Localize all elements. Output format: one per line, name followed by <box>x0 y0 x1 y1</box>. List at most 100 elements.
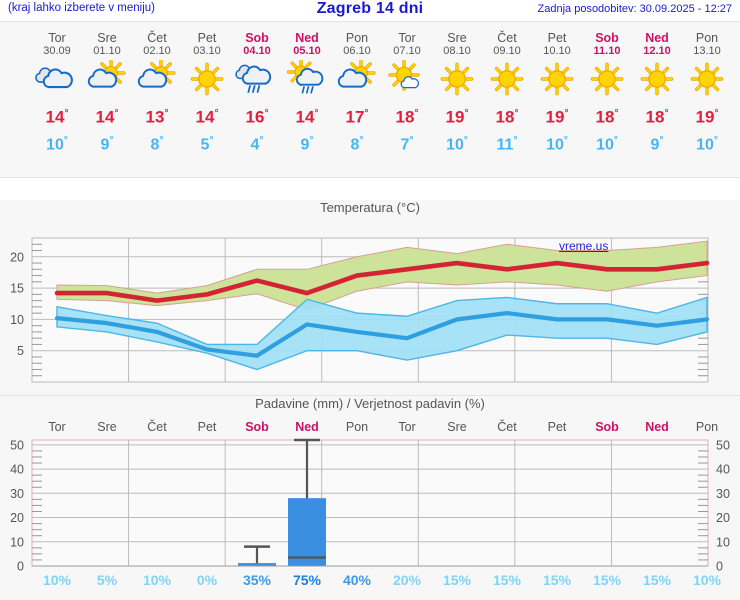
forecast-day-column[interactable]: Sre 01.10 14° 9° <box>82 22 132 156</box>
strip-divider <box>0 177 740 178</box>
precipitation-day-label: Tor <box>398 420 416 434</box>
precipitation-day-label: Sre <box>447 420 467 434</box>
precipitation-probability: 0% <box>196 572 218 588</box>
precipitation-day-label: Čet <box>147 420 167 434</box>
sunny-icon <box>682 58 732 102</box>
forecast-day-column[interactable]: Tor 07.10 18° 7° <box>382 22 432 156</box>
precipitation-probability: 15% <box>442 572 472 588</box>
precipitation-day-label: Ned <box>295 420 319 434</box>
partly-sunny-icon <box>82 58 132 102</box>
location-hint: (kraj lahko izberete v meniju) <box>8 2 156 14</box>
precipitation-probability: 10% <box>42 572 72 588</box>
temp-max: 17° <box>345 107 369 127</box>
precipitation-probability: 75% <box>292 572 322 588</box>
precipitation-day-label: Pet <box>547 420 567 434</box>
day-name: Sob <box>595 31 619 45</box>
day-date: 30.09 <box>43 45 71 57</box>
svg-text:50: 50 <box>10 438 24 452</box>
temp-max: 14° <box>95 107 119 127</box>
partly-sunny-icon <box>332 58 382 102</box>
partly-sunny-icon <box>132 58 182 102</box>
temp-min: 10° <box>596 134 618 153</box>
day-date: 09.10 <box>493 45 521 57</box>
svg-text:10: 10 <box>10 313 24 327</box>
svg-text:10: 10 <box>716 535 730 549</box>
precipitation-probability: 10% <box>692 572 722 588</box>
precipitation-probability: 35% <box>242 572 272 588</box>
precipitation-day-label: Sob <box>245 420 269 434</box>
forecast-day-column[interactable]: Čet 02.10 13° 8° <box>132 22 182 156</box>
forecast-day-column[interactable]: Ned 05.10 14° 9° <box>282 22 332 156</box>
precipitation-day-label: Čet <box>497 420 517 434</box>
last-update-text: Zadnja posodobitev: 30.09.2025 - 12:27 <box>537 3 732 15</box>
day-date: 03.10 <box>193 45 221 57</box>
forecast-day-column[interactable]: Pet 03.10 14° 5° <box>182 22 232 156</box>
temp-min: 10° <box>696 134 718 153</box>
temp-min: 11° <box>496 134 518 153</box>
svg-text:20: 20 <box>10 250 24 264</box>
svg-text:30: 30 <box>10 487 24 501</box>
forecast-day-column[interactable]: Sre 08.10 19° 10° <box>432 22 482 156</box>
day-date: 07.10 <box>393 45 421 57</box>
header-divider <box>0 21 740 22</box>
day-name: Sob <box>245 31 269 45</box>
svg-text:20: 20 <box>10 511 24 525</box>
day-name: Pon <box>695 31 719 45</box>
forecast-day-column[interactable]: Pon 13.10 19° 10° <box>682 22 732 156</box>
svg-text:40: 40 <box>10 463 24 477</box>
panel-divider <box>0 395 740 396</box>
daily-forecast-strip: Tor 30.09 14° 10° Sre 01.10 14° 9° Čet 02.10 13° 8°… <box>0 22 740 177</box>
forecast-day-column[interactable]: Pet 10.10 19° 10° <box>532 22 582 156</box>
sun-small-cloud-icon <box>382 58 432 102</box>
day-name: Čet <box>497 31 517 45</box>
forecast-day-column[interactable]: Sob 04.10 16° 4° <box>232 22 282 156</box>
day-date: 11.10 <box>593 45 621 57</box>
precipitation-probability: 15% <box>592 572 622 588</box>
day-date: 12.10 <box>643 45 671 57</box>
temp-max: 14° <box>195 107 219 127</box>
temperature-chart-panel: Temperatura (°C) 5 10 15 20 <box>0 200 740 395</box>
precipitation-day-label: Pet <box>197 420 217 434</box>
sunny-icon <box>482 58 532 102</box>
precipitation-probability: 15% <box>492 572 522 588</box>
day-date: 05.10 <box>293 45 321 57</box>
day-name: Sre <box>97 31 117 45</box>
cloudy-icon <box>32 58 82 102</box>
temp-min: 5° <box>200 134 214 153</box>
day-name: Čet <box>147 31 167 45</box>
forecast-day-column[interactable]: Sob 11.10 18° 10° <box>582 22 632 156</box>
forecast-day-column[interactable]: Čet 09.10 18° 11° <box>482 22 532 156</box>
temp-max: 13° <box>145 107 169 127</box>
temp-max: 19° <box>545 107 569 127</box>
precipitation-probability: 10% <box>142 572 172 588</box>
temp-min: 9° <box>650 134 664 153</box>
precipitation-chart-panel: Padavine (mm) / Verjetnost padavin (%) 0… <box>0 396 740 600</box>
sunny-icon <box>582 58 632 102</box>
forecast-day-column[interactable]: Pon 06.10 17° 8° <box>332 22 382 156</box>
temp-min: 7° <box>400 134 414 153</box>
precipitation-chart-title: Padavine (mm) / Verjetnost padavin (%) <box>255 396 485 411</box>
temp-min: 8° <box>350 134 364 153</box>
svg-text:40: 40 <box>716 463 730 477</box>
precipitation-chart-svg: 0 0 10 10 20 20 30 30 40 40 50 50 <box>10 438 730 573</box>
day-name: Pet <box>197 31 217 45</box>
temp-min: 10° <box>546 134 568 153</box>
svg-text:15: 15 <box>10 282 24 296</box>
day-name: Pon <box>345 31 369 45</box>
temp-max: 18° <box>395 107 419 127</box>
svg-text:50: 50 <box>716 438 730 452</box>
page-header: (kraj lahko izberete v meniju) Zagreb 14… <box>0 0 740 21</box>
temp-min: 9° <box>100 134 114 153</box>
precipitation-probability: 15% <box>642 572 672 588</box>
watermark: vreme.us <box>559 239 609 253</box>
temp-min: 10° <box>46 134 68 153</box>
precipitation-day-label: Ned <box>645 420 669 434</box>
precipitation-day-label: Sob <box>595 420 619 434</box>
precipitation-day-label: Sre <box>97 420 117 434</box>
temp-min: 9° <box>300 134 314 153</box>
temp-min: 4° <box>250 134 264 153</box>
forecast-day-column[interactable]: Tor 30.09 14° 10° <box>32 22 82 156</box>
svg-text:30: 30 <box>716 487 730 501</box>
day-name: Sre <box>447 31 467 45</box>
forecast-day-column[interactable]: Ned 12.10 18° 9° <box>632 22 682 156</box>
